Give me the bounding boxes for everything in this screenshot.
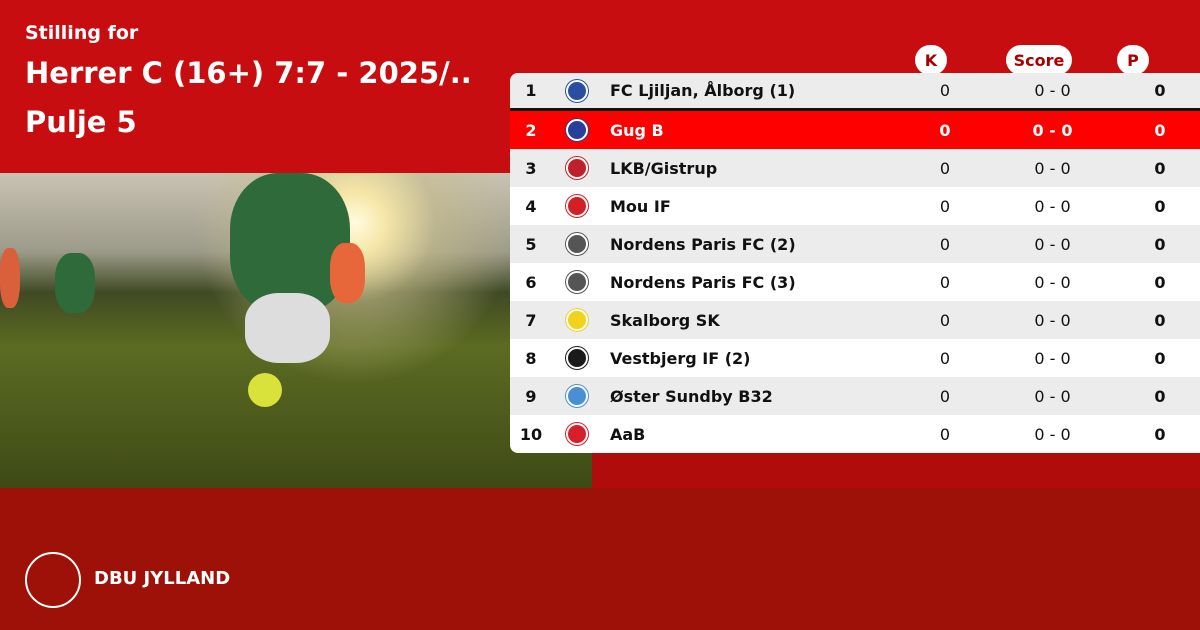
matches-played: 0 <box>939 81 951 100</box>
column-header-k: K <box>915 45 947 75</box>
pool-title: Pulje 5 <box>25 105 137 139</box>
column-header-p: P <box>1117 45 1149 75</box>
team-name[interactable]: Gug B <box>610 120 664 140</box>
table-row[interactable]: 8 Vestbjerg IF (2) 0 0 - 0 0 <box>510 339 1200 377</box>
page-title: Herrer C (16+) 7:7 - 2025/.. <box>25 56 472 90</box>
score: 0 - 0 <box>1034 81 1071 100</box>
score: 0 - 0 <box>1034 310 1071 330</box>
position: 6 <box>525 272 537 292</box>
points: 0 <box>1154 81 1166 100</box>
score: 0 - 0 <box>1034 272 1071 292</box>
team-name[interactable]: Mou IF <box>610 196 671 216</box>
points: 0 <box>1154 158 1166 178</box>
matches-played: 0 <box>939 348 951 368</box>
position: 7 <box>525 310 537 330</box>
score: 0 - 0 <box>1034 348 1071 368</box>
matches-played: 0 <box>939 272 951 292</box>
table-row[interactable]: 3 LKB/Gistrup 0 0 - 0 0 <box>510 149 1200 187</box>
matches-played: 0 <box>939 386 951 406</box>
team-logo-icon <box>566 271 588 293</box>
matches-played: 0 <box>939 196 951 216</box>
score: 0 - 0 <box>1034 196 1071 216</box>
column-header-score: Score <box>1006 45 1072 75</box>
team-name[interactable]: Nordens Paris FC (3) <box>610 272 796 292</box>
team-logo-icon <box>566 233 588 255</box>
score: 0 - 0 <box>1034 158 1071 178</box>
matches-played: 0 <box>939 310 951 330</box>
table-row[interactable]: 7 Skalborg SK 0 0 - 0 0 <box>510 301 1200 339</box>
points: 0 <box>1154 348 1166 368</box>
table-row[interactable]: 10 AaB 0 0 - 0 0 <box>510 415 1200 453</box>
team-logo-icon <box>566 119 588 141</box>
points: 0 <box>1154 424 1166 444</box>
score: 0 - 0 <box>1032 120 1073 140</box>
position: 2 <box>525 120 537 140</box>
position: 1 <box>525 81 537 100</box>
team-name[interactable]: LKB/Gistrup <box>610 158 718 178</box>
position: 10 <box>519 424 543 444</box>
table-row[interactable]: 2 Gug B 0 0 - 0 0 <box>510 111 1200 149</box>
team-name[interactable]: AaB <box>610 424 646 444</box>
team-name[interactable]: Vestbjerg IF (2) <box>610 348 751 368</box>
table-row[interactable]: 9 Øster Sundby B32 0 0 - 0 0 <box>510 377 1200 415</box>
team-logo-icon <box>566 423 588 445</box>
team-name[interactable]: Øster Sundby B32 <box>610 386 773 406</box>
points: 0 <box>1154 310 1166 330</box>
team-logo-icon <box>566 347 588 369</box>
score: 0 - 0 <box>1034 424 1071 444</box>
dbu-logo <box>25 552 81 608</box>
points: 0 <box>1154 196 1166 216</box>
brand-name: DBU JYLLAND <box>94 568 231 589</box>
team-logo-icon <box>566 79 588 102</box>
matches-played: 0 <box>939 424 951 444</box>
position: 4 <box>525 196 537 216</box>
team-logo-icon <box>566 385 588 407</box>
position: 5 <box>525 234 537 254</box>
matches-played: 0 <box>939 120 951 140</box>
team-name[interactable]: FC Ljiljan, Ålborg (1) <box>610 81 796 100</box>
points: 0 <box>1154 120 1166 140</box>
football-photo <box>0 173 592 488</box>
subtitle: Stilling for <box>25 22 139 44</box>
matches-played: 0 <box>939 234 951 254</box>
points: 0 <box>1154 272 1166 292</box>
table-row[interactable]: 1 FC Ljiljan, Ålborg (1) 0 0 - 0 0 <box>510 73 1200 111</box>
points: 0 <box>1154 386 1166 406</box>
score: 0 - 0 <box>1034 386 1071 406</box>
table-row[interactable]: 5 Nordens Paris FC (2) 0 0 - 0 0 <box>510 225 1200 263</box>
table-row[interactable]: 6 Nordens Paris FC (3) 0 0 - 0 0 <box>510 263 1200 301</box>
position: 8 <box>525 348 537 368</box>
team-name[interactable]: Nordens Paris FC (2) <box>610 234 796 254</box>
score: 0 - 0 <box>1034 234 1071 254</box>
team-name[interactable]: Skalborg SK <box>610 310 720 330</box>
matches-played: 0 <box>939 158 951 178</box>
team-logo-icon <box>566 309 588 331</box>
position: 3 <box>525 158 537 178</box>
position: 9 <box>525 386 537 406</box>
points: 0 <box>1154 234 1166 254</box>
team-logo-icon <box>566 157 588 179</box>
table-row[interactable]: 4 Mou IF 0 0 - 0 0 <box>510 187 1200 225</box>
team-logo-icon <box>566 195 588 217</box>
